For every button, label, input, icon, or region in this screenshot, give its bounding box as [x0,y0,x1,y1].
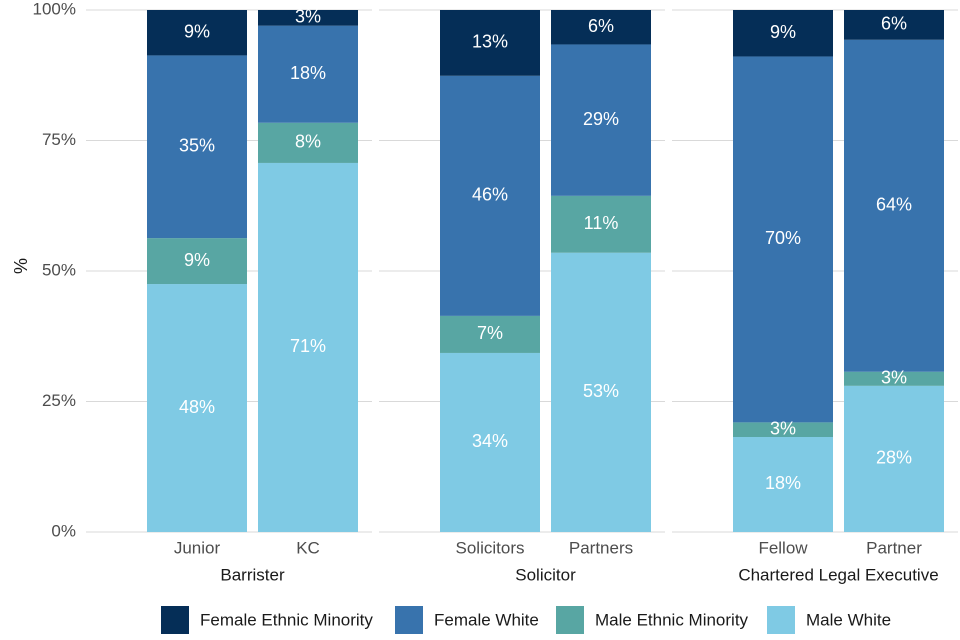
bar-segment [551,44,651,196]
bar-data-label: 18% [290,63,326,83]
x-tick-label: Solicitors [456,538,525,557]
legend-label: Male White [806,610,891,629]
group-label: Barrister [220,565,285,584]
bar-data-label: 6% [588,16,614,36]
bar-data-label: 7% [477,323,503,343]
bar-data-label: 71% [290,336,326,356]
bar-segment [258,25,358,123]
bar-segment [551,252,651,533]
bar-data-label: 6% [881,14,907,34]
bar-segment [440,75,540,316]
bar-data-label: 9% [184,250,210,270]
bar-segment [147,284,247,532]
bar-segment [147,10,247,56]
y-tick-label: 75% [42,130,76,149]
bar-segment [844,385,944,532]
bars [147,10,944,533]
bar-labels: 48% 9% 35% 9% 71% 8% 18% 3% 34% 7% 46% 13% 53% 11% 29%… [179,7,912,494]
bar-segment [733,422,833,437]
bar-segment [440,352,540,532]
bar-segment [440,10,540,76]
legend-label: Male Ethnic Minority [595,610,749,629]
bar-segment [258,10,358,26]
legend: Female Ethnic Minority Female White Male E… [161,606,891,634]
bar-data-label: 34% [472,431,508,451]
bar-data-label: 53% [583,381,619,401]
y-tick-label: 50% [42,260,76,279]
bar-data-label: 8% [295,132,321,152]
y-axis-title: % [11,258,31,274]
bar-data-label: 46% [472,185,508,205]
bar-data-label: 28% [876,448,912,468]
y-tick-label: 100% [33,0,76,18]
bar-data-label: 18% [765,473,801,493]
legend-swatch [767,606,795,634]
bar-data-label: 11% [584,213,619,233]
legend-swatch [556,606,584,634]
bar-data-label: 29% [583,109,619,129]
bar-segment [844,39,944,372]
x-tick-label: Junior [174,538,221,557]
x-tick-label: Fellow [758,538,808,557]
group-label: Solicitor [515,565,576,584]
bar-segment [258,122,358,163]
y-tick-label: 0% [51,521,76,540]
group-labels: Barrister Solicitor Chartered Legal Execut… [220,565,938,584]
legend-label: Female White [434,610,539,629]
bar-data-label: 3% [295,7,321,27]
bar-data-label: 48% [179,397,215,417]
bar-segment [147,55,247,239]
legend-swatch [161,606,189,634]
x-axis-ticks: Junior KC Solicitors Partners Fellow Partner [174,538,922,557]
bar-segment [440,315,540,353]
legend-swatch [395,606,423,634]
bar-data-label: 3% [770,418,796,438]
bar-data-label: 3% [881,368,907,388]
x-tick-label: Partner [866,538,922,557]
bar-segment [844,10,944,40]
bar-data-label: 64% [876,195,912,215]
bar-segment [551,195,651,253]
legend-label: Female Ethnic Minority [200,610,373,629]
bar-segment [551,10,651,45]
bar-segment [147,238,247,285]
x-tick-label: KC [296,538,320,557]
y-axis-ticks: 0% 25% 50% 75% 100% [33,0,76,540]
bar-segment [733,56,833,423]
bar-segment [733,436,833,532]
x-tick-label: Partners [569,538,633,557]
bar-data-label: 70% [765,228,801,248]
bar-data-label: 13% [472,32,508,52]
bar-segment [844,371,944,386]
bar-data-label: 9% [184,21,210,41]
bar-segment [258,162,358,533]
bar-segment [733,10,833,57]
group-label: Chartered Legal Executive [738,565,938,584]
y-tick-label: 25% [42,391,76,410]
bar-data-label: 9% [770,22,796,42]
bar-data-label: 35% [179,136,215,156]
